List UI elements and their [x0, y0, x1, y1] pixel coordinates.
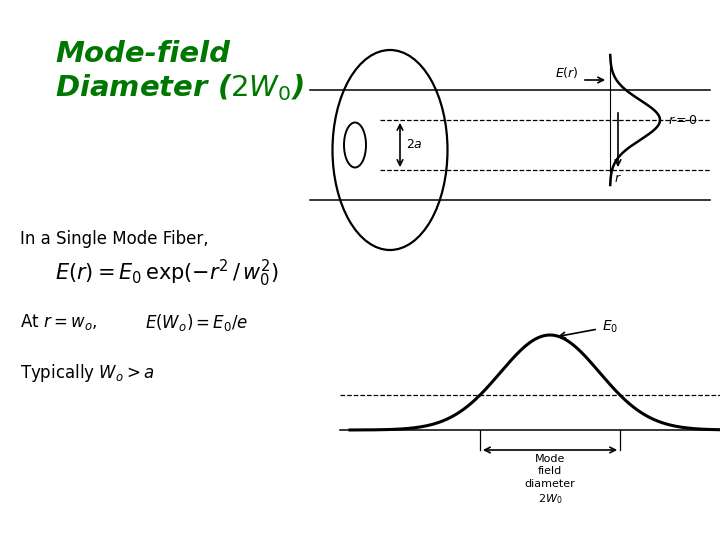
Text: $r=0$: $r=0$: [668, 113, 698, 126]
Text: $r$: $r$: [614, 172, 622, 185]
Text: Diameter ($2W_0$): Diameter ($2W_0$): [55, 72, 304, 103]
Text: $E(r)$: $E(r)$: [555, 64, 579, 79]
Text: Mode-field: Mode-field: [55, 40, 230, 68]
Text: $E(W_o)=E_0/e$: $E(W_o)=E_0/e$: [145, 312, 248, 333]
Text: At $r = w_o,$: At $r = w_o,$: [20, 312, 97, 332]
Text: $2a$: $2a$: [406, 138, 423, 152]
Text: $E(r) = E_0\,\exp(-r^2\,/\,w_0^2)$: $E(r) = E_0\,\exp(-r^2\,/\,w_0^2)$: [55, 258, 279, 289]
Text: Mode
field
diameter
$2W_0$: Mode field diameter $2W_0$: [525, 454, 575, 505]
Text: $E_0$: $E_0$: [602, 319, 618, 335]
Text: Typically $W_o > a$: Typically $W_o > a$: [20, 362, 154, 384]
Text: In a Single Mode Fiber,: In a Single Mode Fiber,: [20, 230, 209, 248]
